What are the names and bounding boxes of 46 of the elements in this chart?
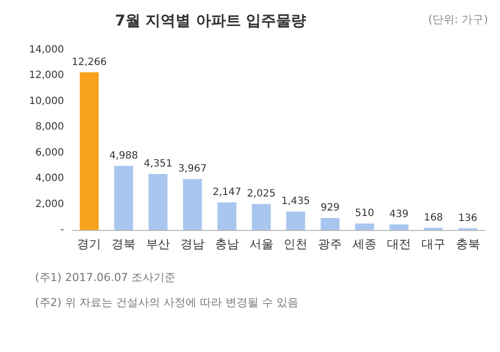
x-tick-label: 경기 bbox=[77, 237, 102, 251]
data-label: 2,025 bbox=[246, 188, 276, 200]
data-label: 4,351 bbox=[144, 158, 172, 170]
x-tick-label: 경북 bbox=[112, 237, 136, 251]
chart-subtitle: (단위: 가구) bbox=[428, 13, 488, 26]
x-tick-label: 충북 bbox=[456, 237, 480, 251]
data-label: 3,967 bbox=[178, 163, 207, 174]
bar bbox=[217, 202, 236, 230]
bar bbox=[320, 218, 340, 230]
data-label: 439 bbox=[389, 208, 409, 220]
chart-title: 7월 지역별 아파트 입주물량 bbox=[115, 12, 306, 30]
y-tick-label: 12,000 bbox=[29, 70, 64, 82]
bar bbox=[182, 178, 202, 230]
y-tick-label: 6,000 bbox=[35, 147, 64, 158]
data-label: 510 bbox=[354, 208, 374, 219]
data-label: 2,147 bbox=[212, 186, 242, 198]
data-label: 136 bbox=[458, 212, 478, 224]
x-tick-label: 세종 bbox=[352, 237, 377, 251]
y-tick-label: 2,000 bbox=[35, 198, 64, 210]
data-label: 12,266 bbox=[72, 56, 107, 68]
bar bbox=[114, 166, 134, 230]
y-tick-label: 14,000 bbox=[29, 44, 64, 56]
y-tick-label: 4,000 bbox=[35, 173, 64, 184]
bar bbox=[148, 174, 168, 230]
bar bbox=[252, 204, 271, 230]
x-tick-label: 충남 bbox=[214, 237, 239, 251]
x-tick-label: 부산 bbox=[146, 237, 170, 251]
data-label: 168 bbox=[424, 212, 443, 224]
x-tick-label: 인천 bbox=[284, 237, 308, 251]
x-tick-label: 대전 bbox=[386, 237, 411, 251]
data-label: 4,988 bbox=[109, 150, 138, 162]
y-tick-label: 10,000 bbox=[29, 96, 64, 107]
text: (주1) 2017.06.07 조사기준 bbox=[35, 271, 176, 284]
x-tick-label: 광주 bbox=[318, 237, 342, 251]
bar bbox=[355, 223, 374, 230]
data-label: 929 bbox=[320, 202, 340, 214]
x-tick-label: 경남 bbox=[180, 237, 204, 251]
x-tick-label: 서울 bbox=[249, 237, 274, 251]
text: (주2) 위 자료는 건설사의 사정에 따라 변경될 수 있음 bbox=[35, 296, 299, 309]
x-tick-label: 대구 bbox=[421, 237, 446, 251]
bar bbox=[80, 72, 99, 230]
bar bbox=[389, 224, 408, 230]
y-tick-label: 8,000 bbox=[35, 122, 64, 133]
y-tick-label: - bbox=[60, 224, 64, 236]
bar bbox=[286, 212, 306, 230]
data-label: 1,435 bbox=[281, 196, 310, 208]
